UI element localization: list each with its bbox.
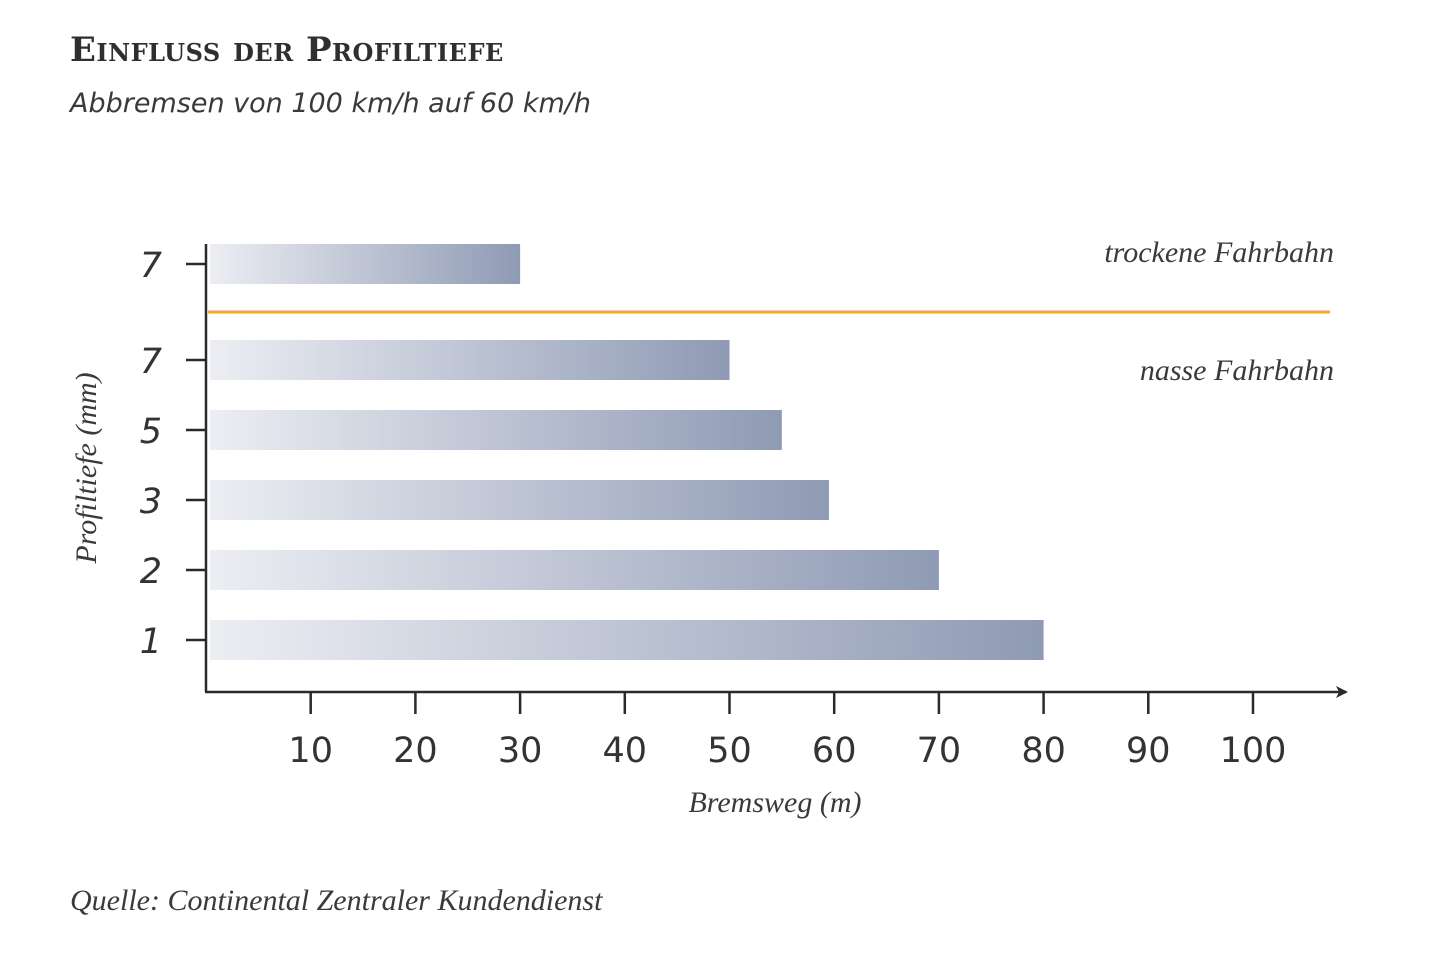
y-tick-label: 3 (140, 482, 162, 522)
annotation-wet-road: nasse Fahrbahn (1140, 354, 1334, 387)
x-tick-label: 60 (812, 731, 857, 771)
y-tick-label: 1 (140, 622, 162, 662)
y-tick-label: 5 (140, 412, 162, 452)
x-tick-label: 50 (707, 731, 752, 771)
bar-wet-3mm (210, 480, 829, 520)
x-tick-label: 10 (288, 731, 333, 771)
x-tick-label: 90 (1126, 731, 1171, 771)
x-tick-label: 20 (393, 731, 438, 771)
y-tick-label: 7 (140, 246, 162, 286)
x-tick-label: 70 (917, 731, 962, 771)
bar-wet-1mm (210, 620, 1044, 660)
source-note: Quelle: Continental Zentraler Kundendien… (70, 884, 603, 917)
x-axis-title: Bremsweg (m) (688, 786, 861, 819)
y-tick-label: 2 (140, 552, 162, 592)
annotation-dry-road: trockene Fahrbahn (1104, 236, 1334, 269)
chart-title: Einfluss der Profiltiefe (70, 30, 504, 70)
x-tick-label: 30 (498, 731, 543, 771)
bar-wet-5mm (210, 410, 782, 450)
y-axis-title: Profiltiefe (mm) (70, 372, 103, 564)
bar-wet-2mm (210, 550, 939, 590)
bar-wet-7mm (210, 340, 730, 380)
x-tick-label: 100 (1220, 731, 1287, 771)
y-tick-label: 7 (140, 342, 162, 382)
x-tick-label: 80 (1021, 731, 1066, 771)
bar-dry-7mm (210, 244, 521, 284)
chart-subtitle: Abbremsen von 100 km/h auf 60 km/h (70, 88, 592, 119)
x-tick-label: 40 (603, 731, 648, 771)
